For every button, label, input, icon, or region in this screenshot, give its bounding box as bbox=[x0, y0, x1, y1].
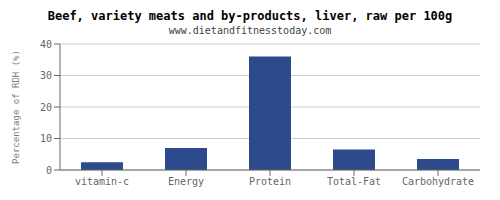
html-text:www.dietandfitnesstoday.com: www.dietandfitnesstoday.com bbox=[168, 25, 332, 36]
svg-text:Energy: Energy bbox=[168, 176, 204, 187]
svg-text:Carbohydrate: Carbohydrate bbox=[402, 176, 474, 187]
svg-text:vitamin-c: vitamin-c bbox=[75, 176, 129, 187]
svg-text:Total-Fat: Total-Fat bbox=[327, 176, 381, 187]
svg-text:40: 40 bbox=[40, 39, 52, 50]
svg-text:20: 20 bbox=[40, 102, 52, 113]
svg-text:30: 30 bbox=[40, 70, 52, 81]
svg-text:0: 0 bbox=[46, 165, 52, 176]
html-text:Beef, variety meats and by-pro: Beef, variety meats and by-products, liv… bbox=[47, 9, 453, 23]
svg-text:Percentage of RDH (%): Percentage of RDH (%) bbox=[11, 50, 21, 164]
svg-text:10: 10 bbox=[40, 133, 52, 144]
svg-text:Protein: Protein bbox=[249, 176, 291, 187]
